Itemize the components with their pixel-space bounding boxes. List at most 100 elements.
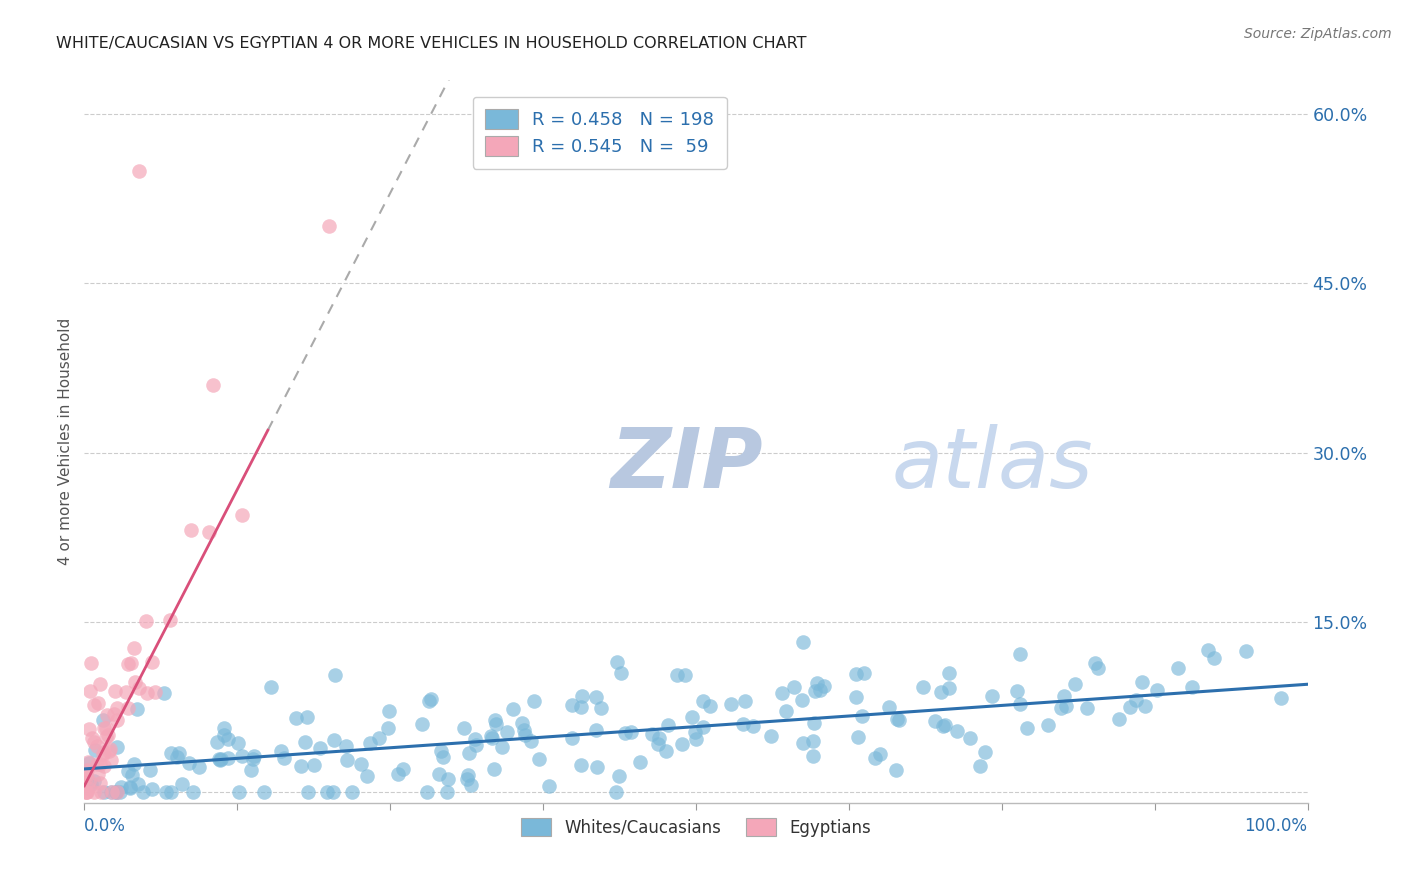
Point [1135,699,1157,714]
Point [1146,682,1168,697]
Point [180,523,202,537]
Point [641,727,664,741]
Point [153,686,176,700]
Point [813,679,835,693]
Y-axis label: 4 or more Vehicles in Household: 4 or more Vehicles in Household [58,318,73,566]
Legend: Whites/Caucasians, Egyptians: Whites/Caucasians, Egyptians [513,810,879,845]
Point [416,784,439,798]
Point [485,717,508,731]
Point [231,508,253,523]
Point [217,732,239,747]
Point [418,694,440,708]
Point [105,700,128,714]
Point [118,780,141,795]
Point [159,613,181,627]
Point [457,746,479,760]
Point [166,749,188,764]
Point [136,686,159,700]
Point [1005,684,1028,698]
Point [685,732,707,747]
Point [208,752,231,766]
Point [118,780,141,794]
Point [741,718,763,732]
Point [845,667,868,681]
Point [139,763,162,777]
Point [436,772,458,787]
Point [419,692,441,706]
Point [1119,699,1142,714]
Point [561,698,583,712]
Point [228,784,250,798]
Point [121,768,143,782]
Point [620,724,643,739]
Point [105,784,128,798]
Point [201,378,224,392]
Point [869,747,891,762]
Text: WHITE/CAUCASIAN VS EGYPTIAN 4 OR MORE VEHICLES IN HOUSEHOLD CORRELATION CHART: WHITE/CAUCASIAN VS EGYPTIAN 4 OR MORE VE… [56,36,807,51]
Point [208,753,231,767]
Point [1202,650,1225,665]
Point [980,690,1002,704]
Point [103,706,125,721]
Point [217,751,239,765]
Point [243,749,266,764]
Point [699,699,721,714]
Point [1054,698,1077,713]
Point [75,767,97,781]
Point [436,784,458,798]
Point [83,784,105,798]
Point [496,724,519,739]
Point [377,721,399,735]
Point [89,775,111,789]
Point [959,731,981,746]
Point [1125,693,1147,707]
Point [848,730,870,744]
Point [1270,691,1292,706]
Point [76,784,98,798]
Point [117,764,139,778]
Point [349,756,371,771]
Point [323,668,346,682]
Point [259,681,281,695]
Point [1008,697,1031,711]
Point [87,696,110,710]
Point [515,728,537,742]
Point [167,746,190,760]
Point [125,702,148,716]
Point [86,739,108,753]
Point [1197,643,1219,657]
Point [759,729,782,743]
Point [863,751,886,765]
Point [77,756,100,770]
Point [80,657,103,671]
Point [1130,675,1153,690]
Point [141,655,163,669]
Point [80,777,103,791]
Point [432,749,454,764]
Point [105,739,128,754]
Point [105,784,128,798]
Point [1108,712,1130,726]
Point [93,721,115,735]
Point [160,784,183,798]
Point [685,725,707,739]
Point [75,784,97,798]
Point [887,713,910,727]
Point [932,719,955,733]
Point [122,757,145,772]
Point [89,756,111,771]
Point [513,723,536,737]
Point [453,721,475,735]
Point [973,745,995,759]
Point [946,724,969,739]
Point [911,680,934,694]
Point [120,656,142,670]
Point [75,771,97,785]
Point [131,784,153,798]
Point [205,735,228,749]
Point [783,680,806,694]
Point [801,733,824,747]
Point [803,716,825,731]
Point [108,784,131,798]
Point [124,674,146,689]
